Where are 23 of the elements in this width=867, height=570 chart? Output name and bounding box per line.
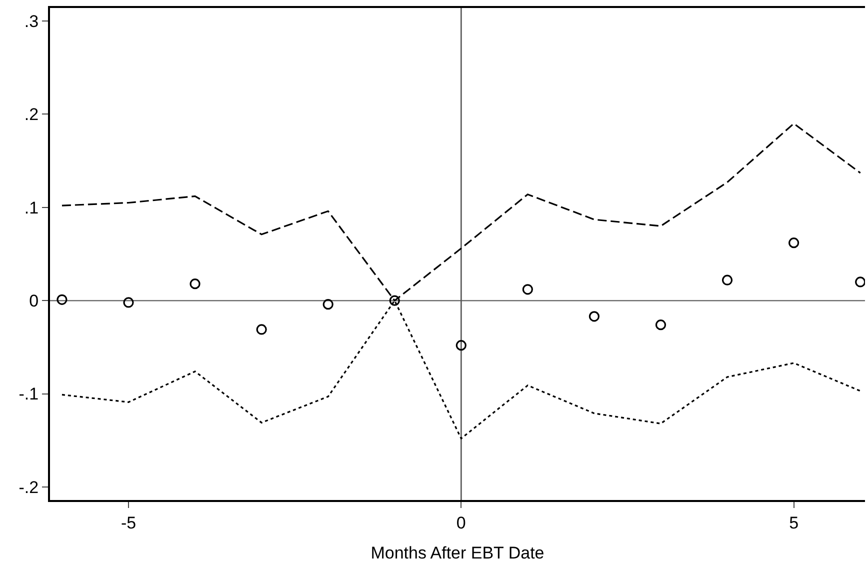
point [123, 297, 134, 308]
point [456, 340, 466, 351]
y-tick-label: .1 [24, 198, 39, 218]
y-tick-label: -.2 [18, 478, 39, 497]
point [722, 274, 733, 286]
x-tick-label: -5 [120, 513, 136, 532]
point [190, 278, 200, 290]
x-tick-label: 5 [789, 513, 799, 532]
point [855, 276, 865, 288]
point [322, 299, 334, 310]
y-tick-label: 0 [29, 292, 39, 311]
y-tick-label: .2 [24, 105, 39, 124]
point [56, 294, 68, 305]
point [655, 320, 666, 330]
point [522, 284, 533, 295]
point [256, 324, 267, 335]
y-tick-label: .3 [24, 12, 39, 31]
x-tick-label: 0 [456, 513, 466, 532]
x-axis-title: Months After EBT Date [370, 543, 544, 562]
point [389, 295, 400, 306]
point [588, 311, 600, 322]
point [788, 238, 800, 248]
y-tick-label: -.1 [18, 384, 39, 404]
